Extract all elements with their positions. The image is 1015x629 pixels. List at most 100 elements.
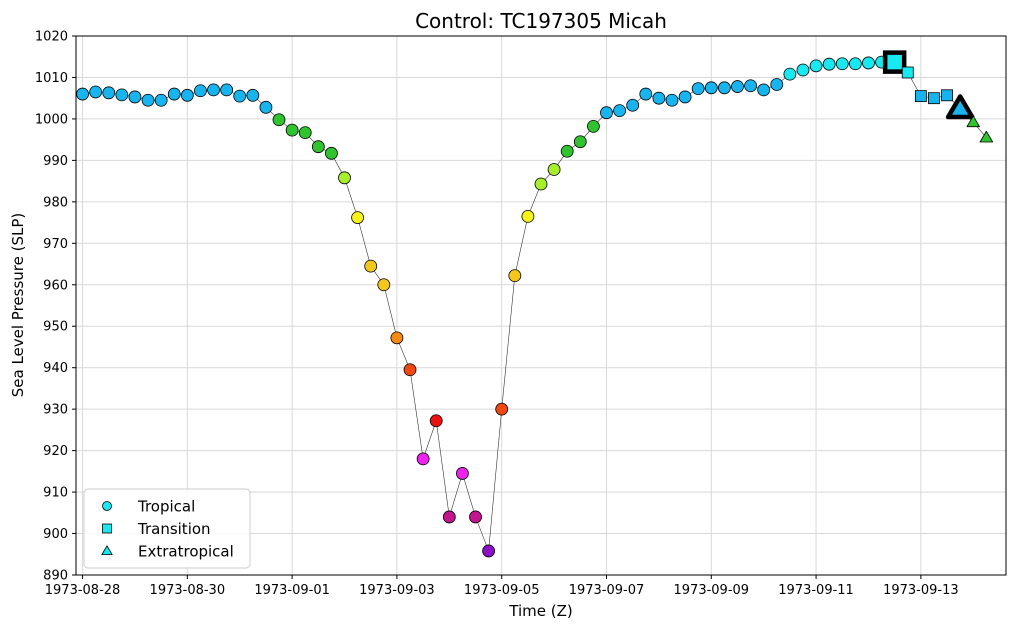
data-point (757, 83, 771, 97)
y-tick-label: 980 (43, 195, 68, 210)
data-point (678, 90, 692, 104)
data-point (835, 57, 849, 71)
legend-box (83, 488, 251, 569)
legend-label: Transition (137, 520, 211, 538)
data-point (941, 89, 953, 102)
legend: Tropical Transition Extratropical (83, 488, 251, 569)
track-line (82, 61, 987, 552)
data-point (809, 59, 823, 73)
data-point (639, 87, 653, 101)
y-tick-label: 920 (43, 444, 68, 459)
data-point (442, 510, 456, 524)
data-points (76, 50, 994, 558)
data-point (390, 331, 404, 345)
x-tick-label: 1973-09-07 (569, 583, 645, 598)
data-point (914, 90, 927, 103)
data-point (731, 80, 744, 93)
y-tick-label: 970 (43, 237, 68, 252)
data-point (154, 93, 168, 107)
legend-label: Tropical (137, 498, 195, 516)
data-point (298, 126, 312, 140)
data-point (770, 78, 784, 91)
y-tick-label: 1000 (35, 112, 68, 127)
y-tick-label: 910 (43, 486, 68, 501)
legend-square-marker (102, 523, 112, 534)
data-point (351, 211, 365, 225)
data-point (573, 135, 587, 149)
x-tick-label: 1973-08-30 (150, 583, 226, 598)
data-point (272, 113, 286, 127)
y-axis: 890 900 910 920 930 940 950 960 970 980 990 1000 101… (35, 30, 76, 584)
data-point (796, 63, 810, 77)
data-point (246, 88, 260, 102)
chart-title: Control: TC197305 Micah (415, 9, 667, 33)
data-point (128, 90, 142, 104)
data-point (325, 146, 338, 160)
data-point (233, 89, 247, 103)
y-tick-label: 1020 (35, 30, 68, 45)
data-point (259, 100, 273, 114)
x-tick-label: 1973-09-11 (778, 583, 854, 598)
data-point (285, 123, 299, 137)
data-point (979, 130, 994, 143)
data-point (848, 57, 862, 71)
data-point (141, 93, 155, 107)
data-point (220, 83, 234, 97)
data-point (194, 84, 207, 98)
data-point (862, 56, 875, 70)
data-point (717, 81, 731, 95)
highlight-point (945, 94, 975, 120)
x-tick-label: 1973-09-01 (254, 583, 330, 598)
data-point (456, 467, 469, 480)
data-point (560, 144, 574, 158)
data-point (469, 510, 482, 524)
data-point (600, 106, 613, 120)
data-point (783, 67, 797, 81)
x-axis-label: Time (Z) (508, 602, 572, 620)
y-tick-label: 900 (43, 527, 68, 542)
highlight-point (882, 50, 907, 74)
y-tick-label: 940 (43, 361, 68, 376)
data-point (403, 363, 417, 377)
data-point (482, 544, 496, 558)
y-tick-label: 990 (43, 154, 68, 169)
data-point (547, 163, 561, 176)
legend-triangle-marker (101, 545, 113, 556)
data-point (508, 269, 522, 283)
plot-frame (75, 35, 1007, 576)
data-point (115, 88, 129, 102)
y-tick-label: 960 (43, 278, 68, 293)
data-point (691, 82, 705, 96)
x-tick-label: 1973-09-13 (883, 583, 959, 598)
y-tick-label: 950 (43, 320, 68, 335)
x-tick-label: 1973-08-28 (45, 583, 121, 598)
x-tick-label: 1973-09-03 (359, 583, 435, 598)
y-tick-label: 1010 (35, 71, 68, 86)
data-point (613, 104, 626, 118)
data-point (416, 452, 430, 466)
data-point (966, 115, 980, 128)
legend-circle-marker (102, 501, 112, 511)
data-point (534, 177, 548, 191)
data-point (586, 119, 600, 133)
data-point (665, 93, 679, 107)
data-point (429, 414, 443, 428)
data-point (495, 402, 509, 416)
data-point (744, 79, 757, 93)
x-tick-label: 1973-09-05 (464, 583, 540, 598)
x-tick-label: 1973-09-09 (674, 583, 750, 598)
x-axis: 1973-08-28 1973-08-30 1973-09-01 1973-09-03… (45, 575, 959, 598)
data-point (901, 66, 914, 79)
data-point (704, 81, 718, 95)
data-point (89, 85, 103, 99)
track-polyline (82, 61, 987, 552)
data-point (377, 278, 391, 292)
data-point (207, 83, 220, 97)
data-point (180, 88, 194, 102)
y-tick-label: 890 (43, 569, 68, 584)
data-point (364, 259, 378, 273)
data-point (338, 171, 351, 185)
data-point (652, 91, 666, 105)
data-point (822, 57, 836, 71)
